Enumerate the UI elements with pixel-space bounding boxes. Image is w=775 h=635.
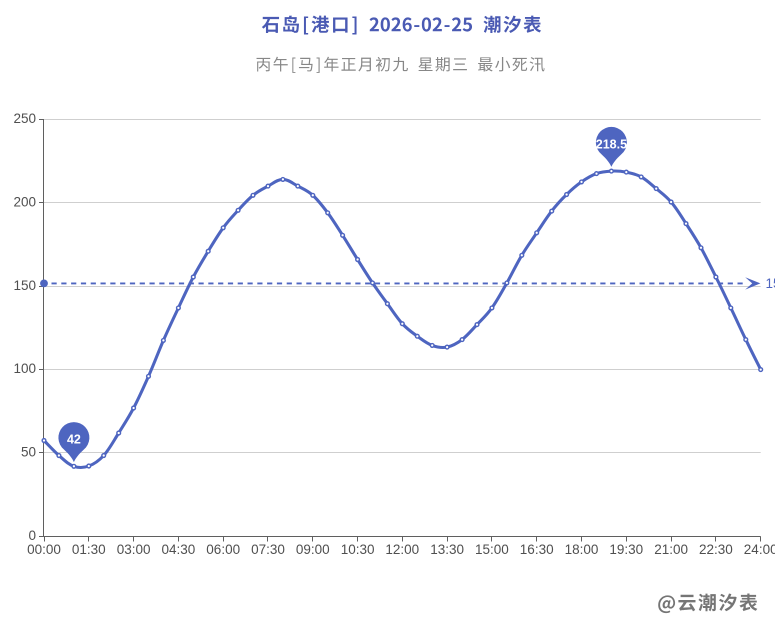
svg-text:21:00: 21:00 xyxy=(654,542,688,557)
svg-text:24:00: 24:00 xyxy=(744,542,775,557)
svg-text:09:00: 09:00 xyxy=(296,542,330,557)
svg-text:250: 250 xyxy=(13,111,36,126)
svg-text:18:00: 18:00 xyxy=(565,542,599,557)
svg-text:06:00: 06:00 xyxy=(206,542,240,557)
svg-text:218.5: 218.5 xyxy=(596,138,627,152)
svg-text:16:30: 16:30 xyxy=(520,542,554,557)
svg-text:152: 152 xyxy=(766,276,775,291)
svg-text:07:30: 07:30 xyxy=(251,542,285,557)
svg-text:22:30: 22:30 xyxy=(699,542,733,557)
svg-text:19:30: 19:30 xyxy=(609,542,643,557)
svg-text:0: 0 xyxy=(28,528,36,543)
svg-text:100: 100 xyxy=(13,361,36,376)
svg-text:42: 42 xyxy=(67,433,81,447)
svg-text:13:30: 13:30 xyxy=(430,542,464,557)
svg-text:15:00: 15:00 xyxy=(475,542,509,557)
svg-text:200: 200 xyxy=(13,194,36,209)
svg-text:50: 50 xyxy=(21,445,36,460)
svg-text:150: 150 xyxy=(13,278,36,293)
svg-text:00:00: 00:00 xyxy=(27,542,61,557)
svg-text:04:30: 04:30 xyxy=(162,542,196,557)
svg-text:12:00: 12:00 xyxy=(385,542,419,557)
svg-text:10:30: 10:30 xyxy=(341,542,375,557)
svg-text:01:30: 01:30 xyxy=(72,542,106,557)
svg-text:03:00: 03:00 xyxy=(117,542,151,557)
